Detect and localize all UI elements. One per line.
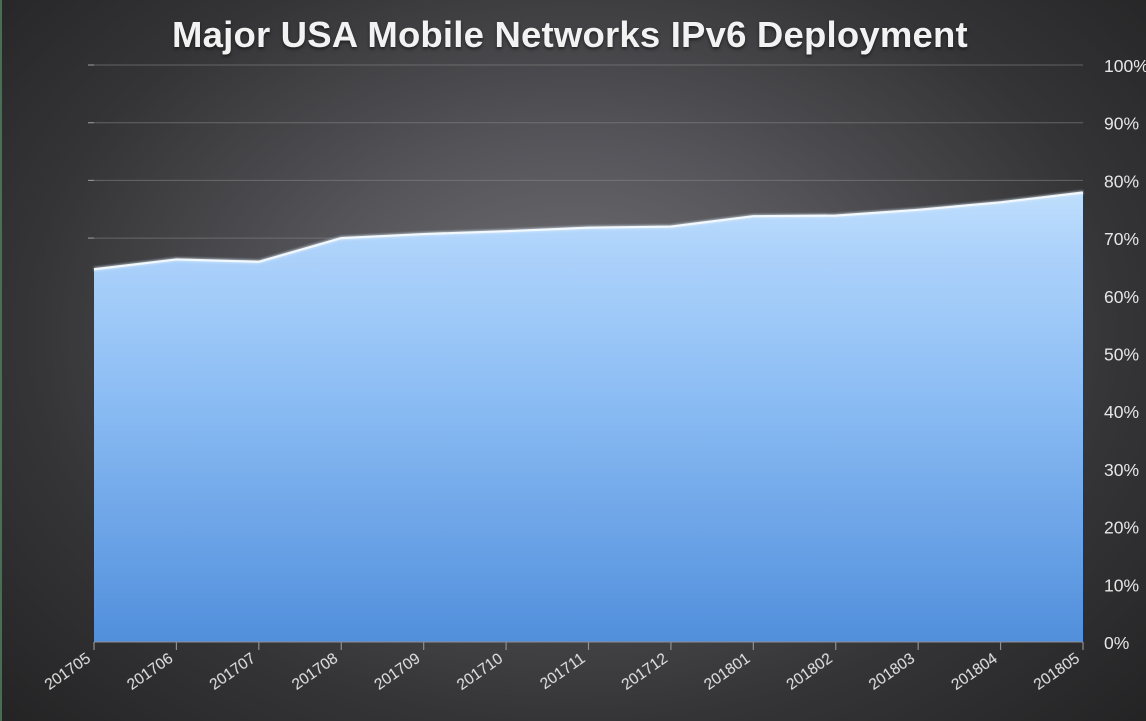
svg-text:60%: 60% xyxy=(1104,287,1139,307)
svg-text:201805: 201805 xyxy=(1031,650,1083,694)
svg-text:90%: 90% xyxy=(1104,114,1139,134)
svg-text:20%: 20% xyxy=(1104,518,1139,538)
svg-text:201708: 201708 xyxy=(289,650,341,694)
svg-text:80%: 80% xyxy=(1104,171,1139,191)
svg-text:10%: 10% xyxy=(1104,575,1139,595)
svg-text:201804: 201804 xyxy=(949,650,1001,694)
svg-text:201707: 201707 xyxy=(207,650,259,694)
svg-text:30%: 30% xyxy=(1104,460,1139,480)
svg-text:201712: 201712 xyxy=(619,650,671,694)
svg-text:201803: 201803 xyxy=(866,650,918,694)
svg-text:100%: 100% xyxy=(1104,56,1146,76)
svg-text:201706: 201706 xyxy=(124,650,176,694)
svg-text:40%: 40% xyxy=(1104,402,1139,422)
svg-text:201709: 201709 xyxy=(372,650,424,694)
svg-text:70%: 70% xyxy=(1104,229,1139,249)
svg-text:0%: 0% xyxy=(1104,633,1129,653)
svg-text:201711: 201711 xyxy=(537,650,588,693)
svg-text:201801: 201801 xyxy=(701,650,753,694)
svg-text:201802: 201802 xyxy=(784,650,836,694)
svg-text:201705: 201705 xyxy=(42,650,94,694)
svg-text:50%: 50% xyxy=(1104,345,1139,365)
svg-text:201710: 201710 xyxy=(454,650,506,694)
